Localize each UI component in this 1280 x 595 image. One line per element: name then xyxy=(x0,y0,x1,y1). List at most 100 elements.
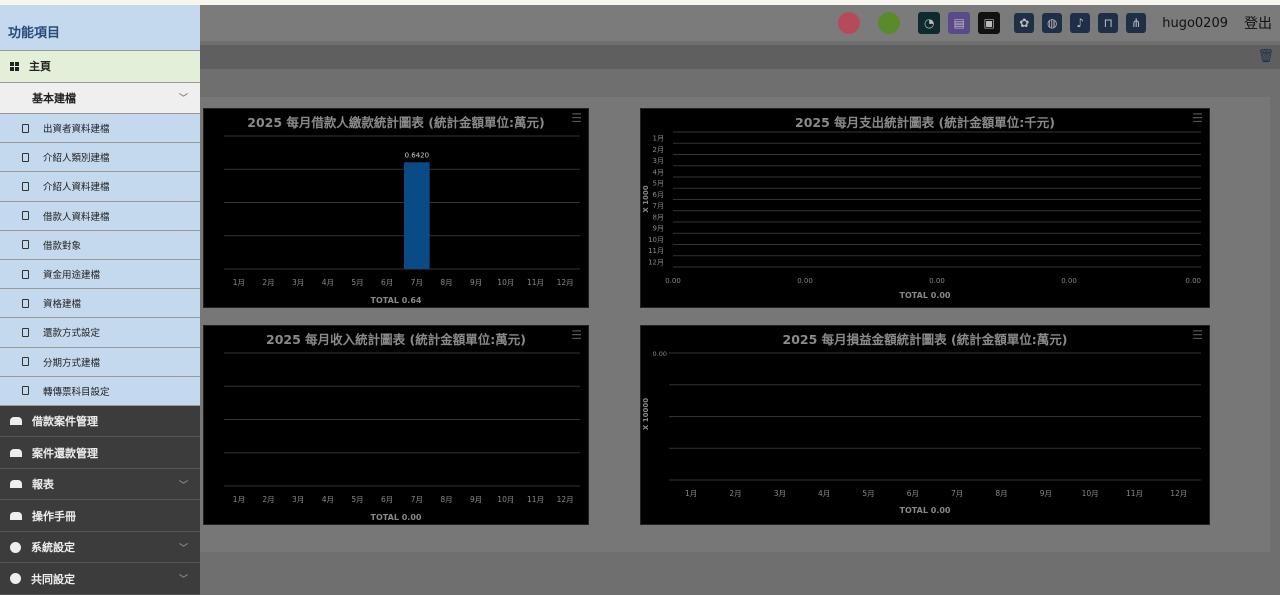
sidebar-subitem[interactable]: 出資者資料建檔 xyxy=(0,114,200,144)
label: 操作手冊 xyxy=(32,509,76,523)
x-tick-label: 0.00 xyxy=(1061,277,1077,285)
sidebar-group[interactable]: 借款案件管理 xyxy=(0,405,200,438)
bell-icon[interactable]: ♪ xyxy=(1070,13,1091,33)
sidebar-subitem[interactable]: 借款對象 xyxy=(0,230,200,260)
y-tick-label: 3月 xyxy=(653,157,664,165)
sidebar-subitem[interactable]: 轉傳票科目設定 xyxy=(0,376,200,406)
grid-icon xyxy=(10,61,19,71)
chart-panel: 1月 2月 3月 4月 5月 6月 7月 8月 9月 10月 11月 12月 0.00 X 10000 20… xyxy=(640,325,1210,525)
rainbow-logo-icon[interactable] xyxy=(838,12,861,34)
green-logo-icon[interactable] xyxy=(878,12,901,34)
sidebar-subitem[interactable]: 資金用途建檔 xyxy=(0,259,200,290)
x-tick-label: 7月 xyxy=(411,495,423,504)
document-icon xyxy=(22,298,29,308)
chart-title: 2025 每月收入統計圖表 (統計金額單位:萬元) xyxy=(266,332,526,347)
x-tick-label: 10月 xyxy=(1082,489,1099,498)
x-tick-label: 11月 xyxy=(527,278,544,287)
label: 報表 xyxy=(32,478,54,492)
y-tick-label: 8月 xyxy=(653,213,664,221)
sidebar-subitem[interactable]: 介紹人類別建檔 xyxy=(0,143,200,173)
briefcase-icon xyxy=(10,480,22,489)
data-label: 0.6420 xyxy=(405,151,430,159)
x-tick-label: 10月 xyxy=(497,495,514,504)
x-tick-label: 12月 xyxy=(557,495,574,504)
x-tick-label: 2月 xyxy=(262,278,274,287)
sitemap-icon[interactable]: ⋔ xyxy=(1126,13,1147,33)
label: 主頁 xyxy=(29,60,51,74)
sidebar-subitem[interactable]: 借款人資料建檔 xyxy=(0,201,200,231)
hamburger-menu-icon[interactable]: ☰ xyxy=(571,328,582,342)
label: 還款方式設定 xyxy=(43,328,101,340)
x-tick-label: 11月 xyxy=(1126,489,1143,498)
lock-icon[interactable]: ⊓ xyxy=(1098,13,1119,33)
y-tick-label: 9月 xyxy=(653,225,664,233)
chart-panel: 1月 2月 3月 4月 5月 6月 7月 8月 9月 10月 11月 12月 2025 每月收入統計圖表… xyxy=(203,325,589,525)
username[interactable]: hugo0209 xyxy=(1162,15,1228,31)
hamburger-menu-icon[interactable]: ☰ xyxy=(1192,328,1203,342)
axis-label: X 1000 xyxy=(642,185,650,212)
y-tick-label: 7月 xyxy=(653,202,664,210)
x-tick-label: 3月 xyxy=(292,495,304,504)
x-tick-label: 4月 xyxy=(322,495,334,504)
label: 基本建檔 xyxy=(32,91,76,105)
x-tick-label: 9月 xyxy=(470,278,482,287)
x-tick-label: 1月 xyxy=(685,489,697,498)
document-icon xyxy=(22,211,29,221)
label: 案件還款管理 xyxy=(32,446,98,460)
sidebar-subitem[interactable]: 資格建檔 xyxy=(0,289,200,319)
y-tick-label: 4月 xyxy=(653,168,664,176)
document-icon xyxy=(22,152,29,162)
palette-icon[interactable]: ✿ xyxy=(1014,13,1035,33)
chevron-down-icon: ﹀ xyxy=(178,94,188,105)
x-tick-label: 12月 xyxy=(557,278,574,287)
trash-icon[interactable]: 🗑 xyxy=(1257,49,1274,64)
header: ◔ ▤ ▣ ✿ ◍ ♪ ⊓ ⋔ hugo0209 登出 xyxy=(0,5,1280,41)
label: 資格建檔 xyxy=(43,299,82,311)
sidebar: 功能項目 主頁 基本建檔 ﹀ 出資者資料建檔 介紹人類別建檔 介紹人資料建檔 借款人資料… xyxy=(0,5,200,595)
x-tick-label: 9月 xyxy=(1040,489,1052,498)
x-tick-label: 8月 xyxy=(440,495,452,504)
chart-panel: 1月 2月 3月 4月 5月 6月 7月 8月 9月 10月 11月 12月 0.00 0.00 0.00 0… xyxy=(640,108,1210,308)
axis-label: X 10000 xyxy=(642,398,650,430)
hamburger-menu-icon[interactable]: ☰ xyxy=(571,111,582,125)
sidebar-group[interactable]: 共同設定 ﹀ xyxy=(0,563,200,595)
document-icon xyxy=(22,386,29,396)
chart-title: 2025 每月支出統計圖表 (統計金額單位:千元) xyxy=(795,115,1055,130)
sidebar-subitem[interactable]: 分期方式建檔 xyxy=(0,347,200,377)
label: 借款對象 xyxy=(43,240,82,252)
sidebar-title: 功能項目 xyxy=(0,5,200,51)
chevron-down-icon: ﹀ xyxy=(178,543,188,554)
briefcase-icon xyxy=(10,511,22,520)
sidebar-group[interactable]: 系統設定 ﹀ xyxy=(0,531,200,564)
globe-icon[interactable]: ◍ xyxy=(1042,13,1063,33)
label: 借款案件管理 xyxy=(32,415,98,429)
document-icon xyxy=(22,269,29,279)
sidebar-item-home[interactable]: 主頁 xyxy=(0,51,200,83)
sidebar-item-basic[interactable]: 基本建檔 ﹀ xyxy=(0,82,200,114)
teacher-app-icon[interactable]: ▣ xyxy=(978,12,1001,34)
x-tick-label: 1月 xyxy=(233,495,245,504)
x-tick-label: 5月 xyxy=(351,495,363,504)
y-tick-label: 1月 xyxy=(653,135,664,143)
logout-link[interactable]: 登出 xyxy=(1244,16,1272,32)
x-tick-label: 0.00 xyxy=(665,277,681,285)
x-tick-label: 8月 xyxy=(995,489,1007,498)
sidebar-group[interactable]: 操作手冊 xyxy=(0,500,200,532)
x-tick-label: 10月 xyxy=(497,278,514,287)
sidebar-group[interactable]: 報表 ﹀ xyxy=(0,468,200,501)
sidebar-subitem[interactable]: 介紹人資料建檔 xyxy=(0,172,200,202)
document-icon xyxy=(22,357,29,367)
y-tick-label: 2月 xyxy=(653,146,664,154)
clock-app-icon[interactable]: ◔ xyxy=(918,12,941,34)
sidebar-group[interactable]: 案件還款管理 xyxy=(0,437,200,469)
chart-total: TOTAL 0.00 xyxy=(899,291,951,300)
x-tick-label: 7月 xyxy=(951,489,963,498)
hamburger-menu-icon[interactable]: ☰ xyxy=(1192,111,1203,125)
label: 系統設定 xyxy=(31,541,75,555)
scroll-app-icon[interactable]: ▤ xyxy=(948,12,971,34)
bar xyxy=(404,162,430,269)
chart-total: TOTAL 0.00 xyxy=(370,513,422,522)
x-tick-label: 9月 xyxy=(470,495,482,504)
x-tick-label: 3月 xyxy=(292,278,304,287)
sidebar-subitem[interactable]: 還款方式設定 xyxy=(0,318,200,348)
